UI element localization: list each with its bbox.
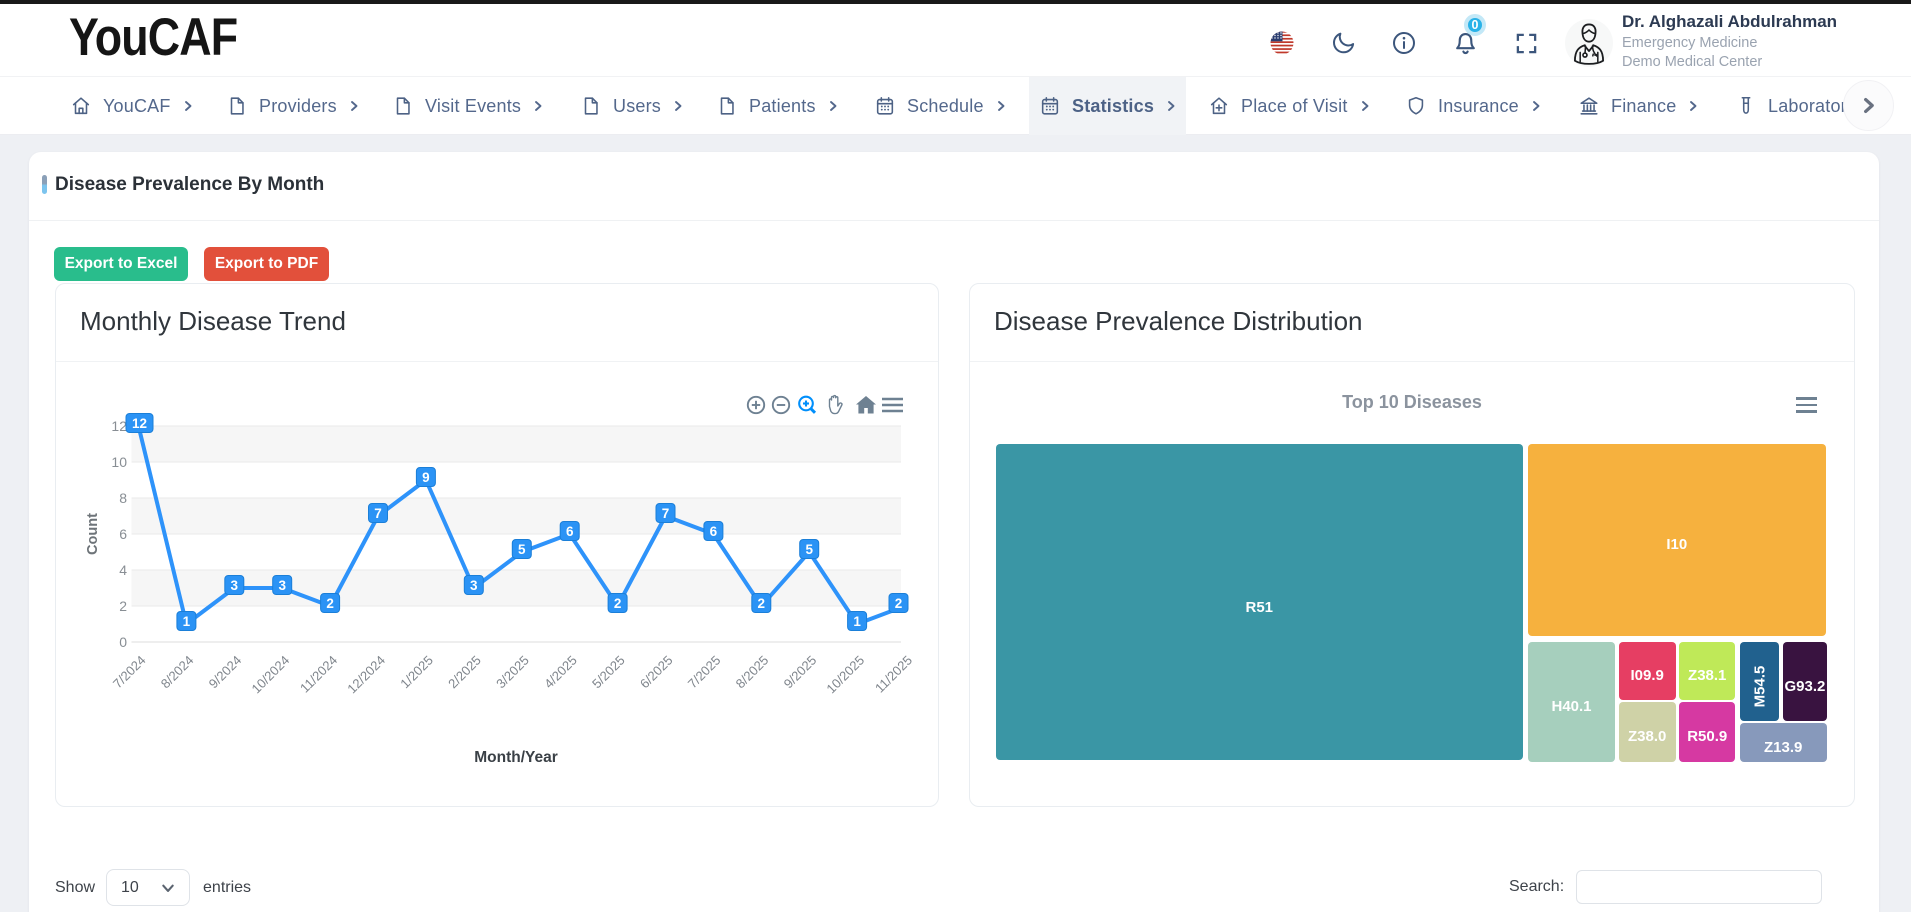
svg-text:10: 10	[111, 454, 127, 470]
svg-text:10/2025: 10/2025	[823, 653, 867, 697]
svg-text:3: 3	[470, 578, 478, 593]
svg-text:12: 12	[111, 418, 127, 434]
svg-text:Month/Year: Month/Year	[474, 749, 558, 766]
svg-text:3: 3	[231, 578, 239, 593]
svg-text:7/2024: 7/2024	[110, 653, 149, 692]
svg-text:9/2025: 9/2025	[781, 653, 820, 692]
svg-text:2: 2	[326, 596, 334, 611]
svg-text:9/2024: 9/2024	[206, 653, 245, 692]
svg-text:12/2024: 12/2024	[344, 653, 388, 697]
svg-text:7: 7	[374, 506, 382, 521]
svg-text:2: 2	[895, 596, 903, 611]
svg-text:5/2025: 5/2025	[589, 653, 628, 692]
svg-text:4: 4	[119, 562, 127, 578]
svg-text:8/2025: 8/2025	[733, 653, 772, 692]
svg-text:11/2024: 11/2024	[297, 653, 340, 696]
svg-text:6/2025: 6/2025	[637, 653, 676, 692]
svg-text:2: 2	[119, 598, 127, 614]
svg-text:11/2025: 11/2025	[872, 653, 915, 696]
svg-text:7/2025: 7/2025	[685, 653, 724, 692]
svg-text:2: 2	[614, 596, 622, 611]
svg-text:2/2025: 2/2025	[445, 653, 484, 692]
svg-text:2: 2	[758, 596, 766, 611]
svg-text:12: 12	[132, 416, 147, 431]
svg-text:8/2024: 8/2024	[158, 653, 197, 692]
svg-text:5: 5	[805, 542, 813, 557]
svg-text:10/2024: 10/2024	[248, 653, 292, 697]
svg-text:8: 8	[119, 490, 127, 506]
svg-text:1: 1	[183, 614, 191, 629]
svg-text:5: 5	[518, 542, 526, 557]
svg-text:1/2025: 1/2025	[397, 653, 436, 692]
svg-text:3/2025: 3/2025	[493, 653, 532, 692]
svg-text:9: 9	[422, 470, 430, 485]
svg-text:7: 7	[662, 506, 670, 521]
svg-text:Count: Count	[85, 513, 101, 555]
svg-text:0: 0	[119, 634, 127, 650]
svg-text:6: 6	[566, 524, 574, 539]
svg-text:6: 6	[119, 526, 127, 542]
svg-text:3: 3	[278, 578, 286, 593]
svg-text:4/2025: 4/2025	[541, 653, 580, 692]
svg-text:6: 6	[710, 524, 718, 539]
svg-text:1: 1	[853, 614, 861, 629]
